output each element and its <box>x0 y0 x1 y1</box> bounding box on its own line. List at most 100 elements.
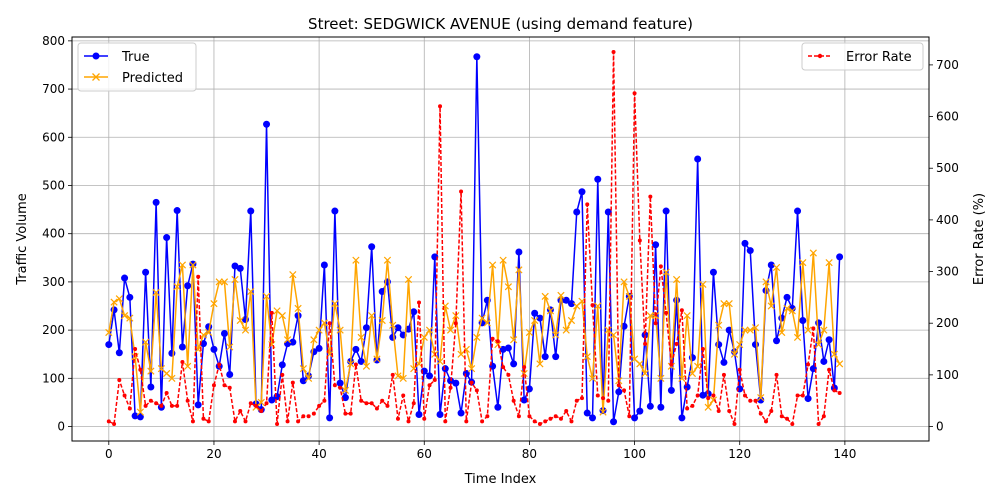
y2-tick-label: 500 <box>936 161 959 175</box>
data-point <box>610 418 618 426</box>
data-point <box>704 403 712 411</box>
data-point <box>653 321 658 326</box>
data-point <box>243 419 248 424</box>
y2-tick-label: 100 <box>936 368 959 382</box>
data-point <box>827 367 832 372</box>
data-point <box>825 258 833 267</box>
data-point <box>236 264 244 272</box>
data-point <box>636 407 644 415</box>
data-point <box>790 421 795 426</box>
data-point <box>136 413 144 421</box>
data-point <box>552 353 560 361</box>
data-point <box>725 326 733 334</box>
data-point <box>772 263 781 272</box>
data-point <box>310 336 318 344</box>
data-point <box>306 414 311 419</box>
data-point <box>459 189 464 194</box>
data-point <box>762 278 770 286</box>
y-axis-left: 0 100 200 300 400 500 600 700 800 <box>42 34 72 434</box>
data-point <box>326 414 334 422</box>
data-point <box>783 304 791 313</box>
data-point <box>341 394 349 402</box>
data-point <box>220 329 228 337</box>
data-point <box>211 383 216 388</box>
data-point <box>674 341 679 346</box>
x-tick-label: 60 <box>417 447 432 461</box>
data-point <box>283 336 292 344</box>
y-tick-label: 600 <box>42 130 65 144</box>
data-point <box>504 283 513 291</box>
x-tick-label: 40 <box>311 447 326 461</box>
data-point <box>383 256 392 264</box>
data-point <box>432 378 437 383</box>
data-point <box>438 104 443 109</box>
data-point <box>369 401 374 406</box>
data-point <box>594 175 602 183</box>
data-point <box>646 402 654 410</box>
data-point <box>126 314 134 322</box>
data-point <box>142 268 150 276</box>
data-point <box>809 249 817 257</box>
data-point <box>231 262 239 270</box>
data-point <box>515 266 523 274</box>
data-point <box>601 396 606 401</box>
data-point <box>410 308 418 316</box>
data-point <box>180 359 185 364</box>
data-point <box>152 288 160 297</box>
data-point <box>694 362 702 370</box>
data-point <box>800 393 805 398</box>
data-point <box>215 278 223 286</box>
data-point <box>806 362 811 367</box>
data-point <box>427 383 432 388</box>
data-point <box>254 403 259 408</box>
data-point <box>832 388 837 393</box>
data-point <box>269 310 274 315</box>
y-tick-label: 500 <box>42 178 65 192</box>
data-point <box>537 421 542 426</box>
data-point <box>138 367 143 372</box>
data-point <box>609 331 618 339</box>
data-point <box>112 421 117 426</box>
data-point <box>168 374 176 382</box>
data-point <box>336 326 344 334</box>
data-point <box>231 275 239 284</box>
data-point <box>331 299 339 308</box>
data-point <box>532 419 537 424</box>
data-point <box>394 324 402 332</box>
data-point <box>569 419 574 424</box>
data-point <box>488 261 497 269</box>
data-point <box>320 261 328 269</box>
legend-error-label: Error Rate <box>846 50 912 65</box>
data-point <box>774 372 779 377</box>
data-point <box>163 234 171 242</box>
data-point <box>636 360 644 368</box>
data-point <box>263 120 271 128</box>
data-point <box>473 53 481 61</box>
series-layer <box>105 49 844 426</box>
data-point <box>643 341 648 346</box>
data-point <box>606 398 611 403</box>
data-point <box>341 386 350 395</box>
data-point <box>494 403 502 411</box>
data-point <box>699 391 707 399</box>
data-point <box>184 282 192 290</box>
x-tick-label: 140 <box>833 447 856 461</box>
data-point <box>646 312 654 320</box>
data-point <box>662 268 670 276</box>
data-point <box>294 304 302 313</box>
data-point <box>511 398 516 403</box>
data-point <box>148 398 153 403</box>
data-point <box>332 383 337 388</box>
data-point <box>835 360 844 368</box>
y-tick-label: 0 <box>57 420 65 434</box>
data-point <box>683 312 691 320</box>
data-point <box>121 274 129 282</box>
data-point <box>725 299 733 308</box>
data-point <box>690 403 695 408</box>
data-point <box>131 412 139 420</box>
data-point <box>452 379 460 387</box>
data-point <box>757 393 765 402</box>
data-point <box>658 264 663 269</box>
data-point <box>795 393 800 398</box>
